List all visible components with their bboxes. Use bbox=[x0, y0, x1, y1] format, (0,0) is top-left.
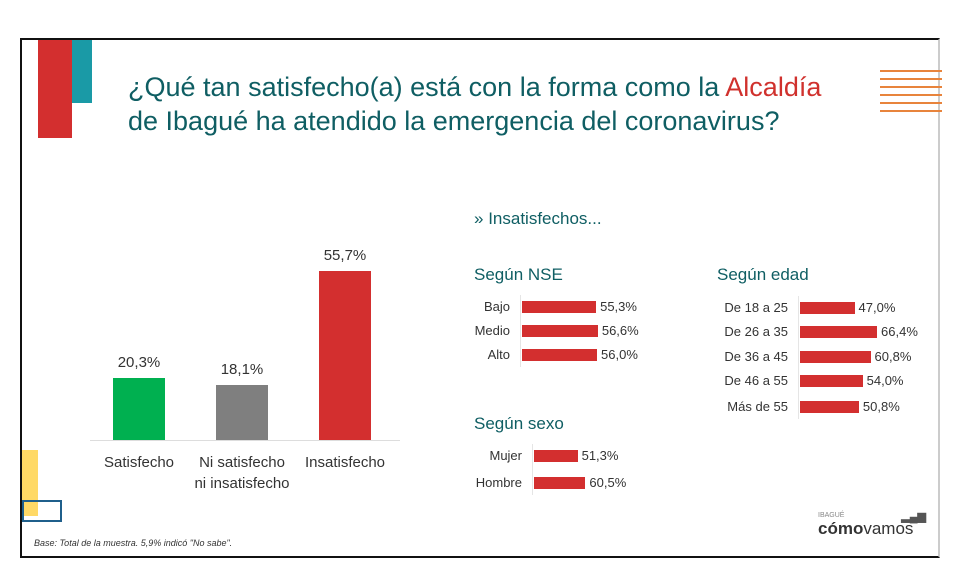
main-bar bbox=[113, 378, 165, 440]
slide-frame bbox=[20, 38, 940, 558]
deco-red-block bbox=[38, 40, 72, 138]
axis-line bbox=[798, 296, 799, 419]
deco-orange-lines bbox=[880, 70, 942, 118]
main-bar-value: 20,3% bbox=[117, 354, 161, 372]
bar bbox=[534, 477, 586, 489]
signal-bars-icon: ▂▄▆ bbox=[901, 511, 926, 523]
bar-value-label: 66,4% bbox=[881, 324, 918, 339]
main-category-label: Ni satisfecho ni insatisfecho bbox=[194, 454, 290, 492]
bar-category-label: De 26 a 35 bbox=[724, 324, 788, 339]
bar bbox=[522, 349, 598, 361]
subtitle: » Insatisfechos... bbox=[474, 209, 602, 228]
bar bbox=[534, 450, 578, 462]
deco-teal-block bbox=[72, 40, 92, 103]
main-bar-value: 18,1% bbox=[220, 361, 264, 379]
bar-category-label: Más de 55 bbox=[727, 399, 788, 414]
bar-category-label: De 46 a 55 bbox=[724, 373, 788, 388]
sexo-title: Según sexo bbox=[474, 414, 564, 433]
bar-category-label: De 36 a 45 bbox=[724, 349, 788, 364]
deco-blue-box bbox=[22, 500, 62, 522]
bar-value-label: 60,5% bbox=[589, 475, 627, 490]
bar bbox=[800, 326, 878, 338]
main-category-label: Insatisfecho bbox=[304, 454, 386, 471]
bar bbox=[522, 325, 598, 337]
bar-category-label: Medio bbox=[474, 323, 510, 338]
main-category-label: Satisfecho bbox=[103, 454, 175, 471]
bar-value-label: 55,3% bbox=[600, 299, 637, 314]
bar-category-label: Hombre bbox=[475, 475, 522, 490]
bar-category-label: De 18 a 25 bbox=[724, 300, 788, 315]
bar bbox=[800, 302, 855, 314]
bar bbox=[800, 375, 863, 387]
deco-yellow-block bbox=[22, 450, 38, 516]
bar bbox=[800, 401, 859, 413]
nse-title: Según NSE bbox=[474, 265, 563, 284]
main-bar-value: 55,7% bbox=[323, 247, 367, 265]
axis-line bbox=[532, 444, 533, 495]
bar-value-label: 60,8% bbox=[874, 349, 912, 364]
bar-value-label: 56,0% bbox=[601, 347, 638, 362]
bar-category-label: Alto bbox=[487, 347, 510, 362]
bar-value-label: 47,0% bbox=[858, 300, 896, 315]
main-chart: 20,3% Satisfecho 18,1% Ni satisfecho ni insa… bbox=[90, 230, 400, 500]
page-title: ¿Qué tan satisfecho(a) está con la forma… bbox=[128, 72, 822, 136]
bar-value-label: 51,3% bbox=[581, 448, 619, 463]
bar-value-label: 56,6% bbox=[601, 323, 639, 338]
bar-value-label: 50,8% bbox=[862, 399, 900, 414]
main-bar bbox=[216, 385, 268, 440]
bar-value-label: 54,0% bbox=[866, 373, 904, 388]
bar bbox=[800, 351, 871, 363]
bar bbox=[522, 301, 597, 313]
baseline bbox=[90, 440, 400, 441]
double-chevron-icon: » bbox=[474, 209, 484, 228]
bar-category-label: Bajo bbox=[483, 299, 510, 314]
footnote: Base: Total de la muestra. 5,9% indicó "… bbox=[34, 538, 233, 548]
main-bar bbox=[319, 271, 371, 440]
edad-title: Según edad bbox=[717, 265, 809, 284]
logo: IBAGUÉ ▂▄▆ cómovamos bbox=[818, 511, 926, 538]
axis-line bbox=[520, 295, 521, 367]
bar-category-label: Mujer bbox=[489, 448, 522, 463]
